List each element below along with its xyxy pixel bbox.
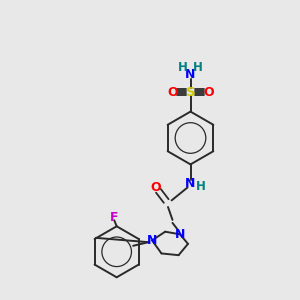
Text: H: H [194,61,203,74]
Text: N: N [185,68,196,81]
Text: H: H [196,180,205,194]
Text: O: O [203,85,214,99]
Text: N: N [185,177,196,190]
Text: N: N [147,234,157,247]
Text: F: F [110,211,118,224]
Text: O: O [151,181,161,194]
Text: H: H [178,61,188,74]
Text: N: N [175,228,185,241]
Text: O: O [167,85,178,99]
Text: S: S [186,85,195,99]
